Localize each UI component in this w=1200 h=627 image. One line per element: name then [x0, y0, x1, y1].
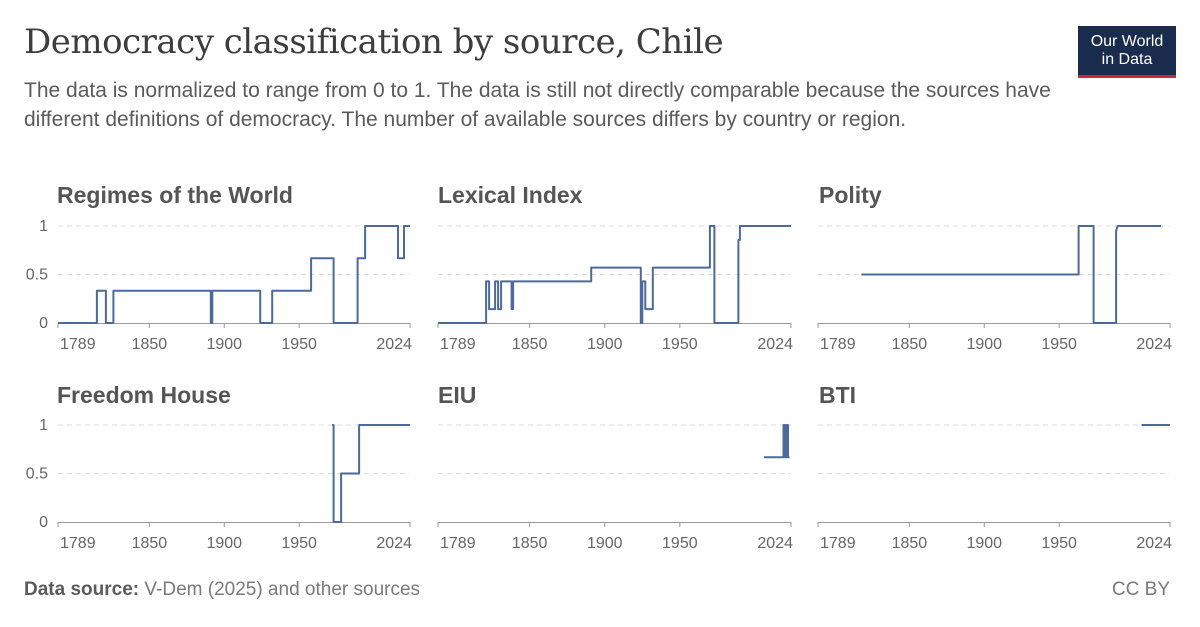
- panel-title: BTI: [819, 382, 856, 408]
- x-tick-label: 1789: [820, 336, 856, 353]
- y-tick-label: 0.5: [26, 466, 48, 483]
- y-tick-label: 0: [39, 315, 48, 332]
- data-source-note: Data source: V-Dem (2025) and other sour…: [24, 579, 420, 601]
- x-tick-label: 1900: [587, 336, 623, 353]
- series-line: [58, 225, 410, 324]
- x-tick-label: 1850: [892, 336, 928, 353]
- x-tick-label: 1900: [206, 535, 242, 552]
- x-tick-label: 1789: [60, 336, 96, 353]
- x-tick-label: 1789: [440, 336, 476, 353]
- x-tick-label: 1950: [281, 535, 317, 552]
- y-tick-label: 1: [39, 218, 48, 235]
- x-tick-label: 2024: [757, 535, 793, 552]
- series-line: [438, 225, 791, 324]
- series-line: [332, 424, 410, 523]
- license-link[interactable]: CC BY: [1111, 579, 1170, 600]
- data-source-label: Data source:: [24, 579, 140, 600]
- y-tick-label: 0.5: [26, 267, 48, 284]
- x-tick-label: 1950: [1041, 535, 1077, 552]
- chart-title: Democracy classification by source, Chil…: [24, 22, 724, 62]
- chart-subtitle: The data is normalized to range from 0 t…: [24, 79, 1051, 131]
- x-tick-label: 1900: [966, 535, 1002, 552]
- panel-title: Lexical Index: [438, 182, 583, 208]
- x-tick-label: 1950: [662, 535, 698, 552]
- x-tick-label: 1900: [206, 336, 242, 353]
- x-tick-label: 1850: [132, 535, 168, 552]
- x-tick-label: 1900: [587, 535, 623, 552]
- x-tick-label: 1789: [60, 535, 96, 552]
- x-tick-label: 1850: [512, 535, 548, 552]
- x-tick-label: 2024: [376, 336, 412, 353]
- x-tick-label: 1950: [281, 336, 317, 353]
- series-line: [764, 424, 790, 459]
- logo-line-1: Our World: [1090, 33, 1164, 50]
- x-tick-label: 2024: [1136, 336, 1172, 353]
- y-tick-label: 0: [39, 514, 48, 531]
- panel-title: EIU: [438, 382, 476, 408]
- panel-title: Polity: [819, 182, 882, 208]
- x-tick-label: 1900: [966, 336, 1002, 353]
- data-source-text: V-Dem (2025) and other sources: [144, 579, 421, 600]
- x-tick-label: 2024: [757, 336, 793, 353]
- panel-title: Freedom House: [57, 382, 231, 408]
- x-tick-label: 2024: [1136, 535, 1172, 552]
- x-tick-label: 1789: [820, 535, 856, 552]
- x-tick-label: 2024: [376, 535, 412, 552]
- x-tick-label: 1950: [662, 336, 698, 353]
- x-tick-label: 1850: [892, 535, 928, 552]
- x-tick-label: 1950: [1041, 336, 1077, 353]
- x-tick-label: 1789: [440, 535, 476, 552]
- logo-line-2: in Data: [1101, 51, 1153, 68]
- y-tick-label: 1: [39, 417, 48, 434]
- series-line: [861, 225, 1161, 324]
- x-tick-label: 1850: [512, 336, 548, 353]
- x-tick-label: 1850: [132, 336, 168, 353]
- panel-title: Regimes of the World: [57, 182, 293, 208]
- owid-logo[interactable]: Our World in Data: [1078, 26, 1176, 78]
